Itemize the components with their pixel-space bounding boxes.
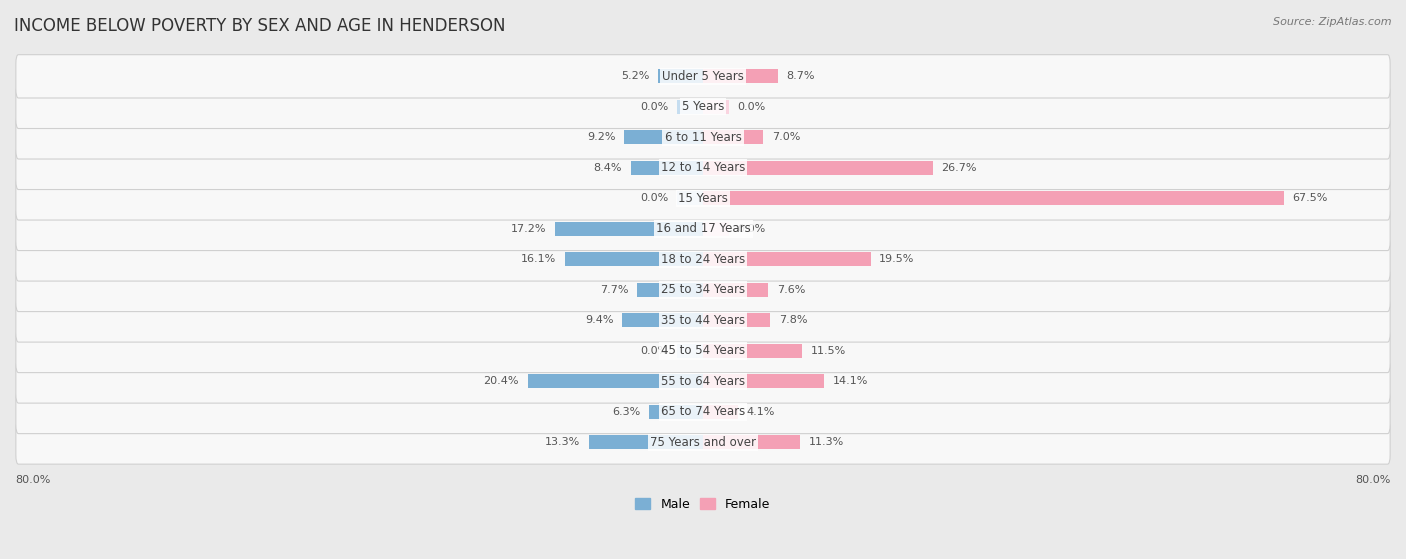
Bar	[637, 283, 703, 297]
Bar	[703, 314, 770, 328]
Text: 16.1%: 16.1%	[520, 254, 555, 264]
Text: 45 to 54 Years: 45 to 54 Years	[661, 344, 745, 357]
Bar	[703, 191, 1284, 205]
Text: 80.0%: 80.0%	[15, 475, 51, 485]
Text: 75 Years and over: 75 Years and over	[650, 436, 756, 449]
Bar	[658, 69, 703, 83]
Bar	[703, 130, 763, 144]
Text: 18 to 24 Years: 18 to 24 Years	[661, 253, 745, 266]
Text: Under 5 Years: Under 5 Years	[662, 70, 744, 83]
Text: 8.4%: 8.4%	[593, 163, 623, 173]
Bar	[703, 344, 801, 358]
Bar	[703, 435, 800, 449]
Bar	[565, 253, 703, 267]
Text: 11.3%: 11.3%	[808, 438, 844, 448]
Text: 7.0%: 7.0%	[772, 132, 800, 143]
Text: 13.3%: 13.3%	[544, 438, 581, 448]
Text: 0.0%: 0.0%	[640, 346, 669, 356]
Bar	[678, 344, 703, 358]
FancyBboxPatch shape	[15, 177, 1391, 220]
Text: 7.8%: 7.8%	[779, 315, 807, 325]
Bar	[678, 100, 703, 114]
Text: 9.2%: 9.2%	[586, 132, 616, 143]
FancyBboxPatch shape	[15, 146, 1391, 190]
Text: 19.5%: 19.5%	[879, 254, 915, 264]
Bar	[703, 253, 870, 267]
Bar	[703, 405, 738, 419]
FancyBboxPatch shape	[15, 116, 1391, 159]
FancyBboxPatch shape	[15, 360, 1391, 403]
Text: 14.1%: 14.1%	[832, 376, 869, 386]
Bar	[703, 161, 932, 175]
Bar	[703, 222, 728, 236]
FancyBboxPatch shape	[15, 390, 1391, 434]
FancyBboxPatch shape	[15, 329, 1391, 373]
Text: 4.1%: 4.1%	[747, 407, 775, 417]
Text: 11.5%: 11.5%	[810, 346, 846, 356]
Bar	[527, 375, 703, 389]
Text: 35 to 44 Years: 35 to 44 Years	[661, 314, 745, 327]
Text: 6.3%: 6.3%	[612, 407, 640, 417]
Text: INCOME BELOW POVERTY BY SEX AND AGE IN HENDERSON: INCOME BELOW POVERTY BY SEX AND AGE IN H…	[14, 17, 506, 35]
Text: 7.7%: 7.7%	[600, 285, 628, 295]
Bar	[678, 191, 703, 205]
Text: 16 and 17 Years: 16 and 17 Years	[655, 222, 751, 235]
Text: 0.0%: 0.0%	[640, 102, 669, 112]
Bar	[648, 405, 703, 419]
FancyBboxPatch shape	[15, 85, 1391, 129]
Text: 80.0%: 80.0%	[1355, 475, 1391, 485]
Legend: Male, Female: Male, Female	[636, 498, 770, 511]
Bar	[624, 130, 703, 144]
Text: 12 to 14 Years: 12 to 14 Years	[661, 162, 745, 174]
Text: 5 Years: 5 Years	[682, 101, 724, 113]
FancyBboxPatch shape	[15, 238, 1391, 281]
Bar	[623, 314, 703, 328]
Bar	[631, 161, 703, 175]
FancyBboxPatch shape	[15, 268, 1391, 311]
Text: 20.4%: 20.4%	[484, 376, 519, 386]
Text: 0.0%: 0.0%	[737, 224, 766, 234]
FancyBboxPatch shape	[15, 207, 1391, 250]
Text: 26.7%: 26.7%	[941, 163, 977, 173]
FancyBboxPatch shape	[15, 55, 1391, 98]
Text: 0.0%: 0.0%	[640, 193, 669, 203]
Bar	[703, 100, 728, 114]
Text: 17.2%: 17.2%	[510, 224, 547, 234]
Bar	[703, 283, 768, 297]
Bar	[589, 435, 703, 449]
Text: 65 to 74 Years: 65 to 74 Years	[661, 405, 745, 419]
Text: 67.5%: 67.5%	[1292, 193, 1327, 203]
FancyBboxPatch shape	[15, 299, 1391, 342]
Text: 7.6%: 7.6%	[778, 285, 806, 295]
Text: 8.7%: 8.7%	[786, 72, 815, 82]
Bar	[703, 375, 824, 389]
Text: 55 to 64 Years: 55 to 64 Years	[661, 375, 745, 388]
Text: 5.2%: 5.2%	[621, 72, 650, 82]
Text: Source: ZipAtlas.com: Source: ZipAtlas.com	[1274, 17, 1392, 27]
Bar	[703, 69, 778, 83]
FancyBboxPatch shape	[15, 421, 1391, 464]
Text: 25 to 34 Years: 25 to 34 Years	[661, 283, 745, 296]
Text: 15 Years: 15 Years	[678, 192, 728, 205]
Text: 9.4%: 9.4%	[585, 315, 613, 325]
Text: 6 to 11 Years: 6 to 11 Years	[665, 131, 741, 144]
Text: 0.0%: 0.0%	[737, 102, 766, 112]
Bar	[555, 222, 703, 236]
